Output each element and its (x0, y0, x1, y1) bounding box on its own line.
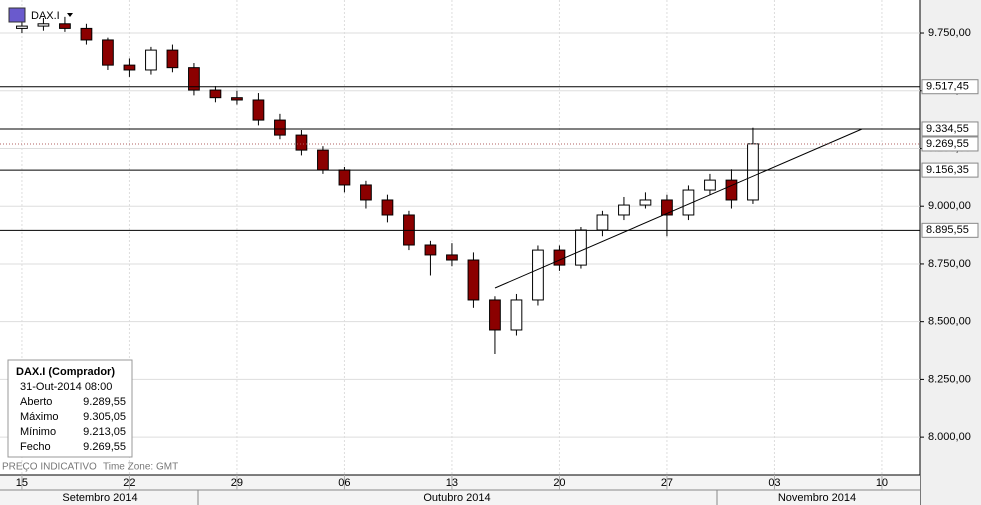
candle-body (596, 214, 609, 231)
symbol-icon[interactable] (8, 7, 26, 23)
candle-body (59, 23, 71, 29)
candle-body (80, 27, 93, 41)
candle-body (725, 179, 738, 201)
candle-body (682, 189, 695, 216)
level-label: 9.156,35 (926, 164, 969, 176)
info-box-frame (7, 359, 133, 458)
info-label: Máximo (20, 411, 59, 423)
info-label: Aberto (20, 396, 52, 408)
x-tick-label: 29 (231, 477, 243, 489)
candle-body (102, 39, 114, 66)
candle-body (489, 299, 501, 331)
x-tick-label: 10 (876, 477, 888, 489)
level-label-box (921, 162, 979, 178)
level-label: 8.895,55 (926, 224, 969, 236)
info-value: 9.213,05 (83, 426, 126, 438)
y-tick-label: 8.500,00 (928, 316, 971, 328)
candle-body (166, 49, 179, 69)
y-tick-label: 8.250,00 (928, 373, 971, 385)
info-label: Fecho (20, 441, 51, 453)
info-value: 9.289,55 (83, 396, 126, 408)
x-tick-label: 15 (16, 477, 28, 489)
level-label: 9.334,55 (926, 123, 969, 135)
candle-body (274, 119, 286, 136)
candle-body (575, 229, 587, 266)
candle-body (209, 89, 222, 99)
candle-body (661, 199, 673, 216)
level-label-box (921, 121, 979, 137)
level-label-box (921, 136, 979, 152)
candle-body (16, 25, 28, 29)
candle-body (704, 179, 716, 191)
x-tick-label: 13 (446, 477, 458, 489)
y-tick-label: 8.000,00 (928, 431, 971, 443)
level-label: 9.517,45 (926, 81, 969, 93)
candle-body (360, 184, 372, 201)
candle-body (338, 169, 351, 186)
candle-body (618, 204, 630, 216)
candle-body (446, 254, 458, 261)
level-label-box (921, 79, 979, 95)
y-tick-label: 9.750,00 (928, 27, 971, 39)
info-value: 9.305,05 (83, 411, 126, 423)
candle-body (145, 49, 157, 71)
candle-body (188, 67, 200, 91)
dropdown-arrow[interactable] (67, 13, 73, 17)
info-date: 31-Out-2014 08:00 (20, 381, 112, 393)
x-tick-label: 20 (553, 477, 565, 489)
chart-title[interactable]: DAX.I (31, 10, 60, 22)
candle-body (252, 99, 265, 121)
info-title: DAX.I (Comprador) (16, 366, 115, 378)
candle-body (123, 64, 136, 71)
level-label: 9.269,55 (926, 138, 969, 150)
month-label: Novembro 2014 (778, 492, 856, 504)
candle-body (639, 199, 652, 206)
y-tick-label: 8.750,00 (928, 258, 971, 270)
month-label: Setembro 2014 (62, 492, 137, 504)
candle-body (510, 299, 523, 331)
x-tick-label: 27 (661, 477, 673, 489)
x-tick-label: 03 (768, 477, 780, 489)
info-label: Mínimo (20, 426, 56, 438)
candle-body (381, 199, 394, 216)
timezone-note: Time Zone: GMT (103, 462, 178, 473)
candle-body (553, 249, 566, 266)
candle-body (532, 249, 544, 301)
plot-area (0, 0, 920, 475)
info-box: DAX.I (Comprador) 31-Out-2014 08:00 Aber… (7, 359, 133, 458)
candle-body (231, 97, 243, 101)
candle-body (747, 143, 759, 201)
price-note: PREÇO INDICATIVO (2, 462, 97, 473)
x-tick-label: 06 (338, 477, 350, 489)
month-label: Outubro 2014 (423, 492, 490, 504)
y-axis-panel (920, 0, 981, 505)
candle-body (467, 259, 480, 301)
trend-line (494, 128, 863, 289)
candle-body (37, 23, 50, 27)
candle-body (295, 134, 308, 151)
candle-body (424, 244, 437, 256)
x-tick-label: 22 (123, 477, 135, 489)
grid (0, 0, 920, 475)
info-value: 9.269,55 (83, 441, 126, 453)
level-label-box (921, 222, 979, 238)
y-tick-label: 9.000,00 (928, 200, 971, 212)
candle-body (317, 149, 329, 171)
